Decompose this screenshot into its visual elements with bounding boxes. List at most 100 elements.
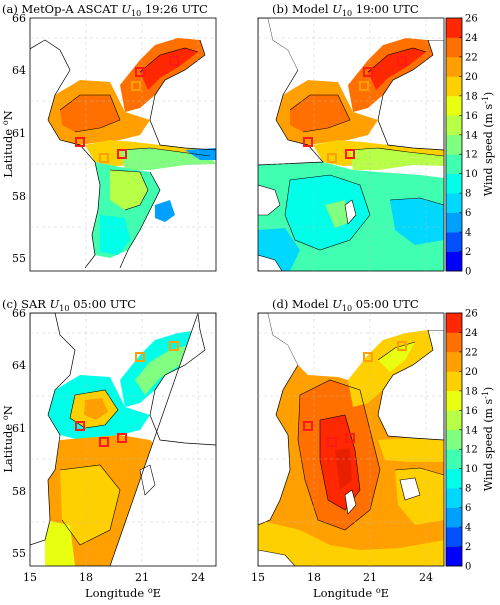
colorbar-segment (446, 173, 462, 194)
lat-tick: 66 (12, 12, 26, 25)
colorbar-tick-label: 10 (465, 464, 478, 475)
station-marker (327, 437, 337, 447)
lon-tick: 18 (307, 571, 321, 584)
panel-a-title: (a) MetOp-A ASCAT U10 19:26 UTC (2, 2, 208, 18)
panel-b-title: (b) Model U10 19:00 UTC (272, 2, 419, 18)
station-marker (359, 81, 369, 91)
colorbar-tick-label: 24 (465, 33, 478, 44)
y-axis-label: Latitude oN (1, 110, 15, 178)
colorbar-tick-label: 12 (465, 150, 478, 161)
colorbar-tick-label: 26 (465, 309, 478, 320)
colorbar-label: Wind speed (m s-1) (481, 387, 495, 491)
x-axis-label: Longitude oE (313, 586, 389, 600)
colorbar-tick-label: 24 (465, 328, 478, 339)
panel-c-title: (c) SAR U10 05:00 UTC (2, 297, 136, 313)
station-marker (169, 56, 179, 66)
station-marker (397, 56, 407, 66)
panel-d-frame (257, 312, 445, 567)
lon-tick: 21 (363, 571, 377, 584)
colorbar-segment (446, 134, 462, 155)
colorbar-tick-label: 6 (465, 208, 471, 219)
y-axis-label: Latitude oN (1, 405, 15, 473)
station-marker (99, 153, 109, 163)
panel-b-frame (257, 17, 445, 272)
lat-tick: 55 (12, 547, 26, 560)
colorbar-tick-label: 14 (465, 130, 478, 141)
colorbar-tick-label: 6 (465, 503, 471, 514)
colorbar-segment (446, 488, 462, 508)
colorbar-tick-label: 20 (465, 367, 478, 378)
station-marker (397, 341, 407, 351)
colorbar-segment (446, 76, 462, 97)
colorbar-tick-label: 20 (465, 72, 478, 83)
colorbar-segment (446, 410, 462, 431)
colorbar-segment (446, 527, 462, 547)
colorbar-segment (446, 390, 462, 411)
panel-a: (a) MetOp-A ASCAT U10 19:26 UTC (1, 2, 217, 272)
lon-tick: 15 (251, 571, 265, 584)
colorbar-segment (446, 37, 462, 58)
lat-tick: 64 (12, 359, 26, 372)
colorbar-segment (446, 429, 462, 450)
colorbar-segment (446, 371, 462, 392)
colorbar-tick-label: 16 (465, 111, 478, 122)
station-marker (75, 421, 85, 431)
station-marker (117, 433, 127, 443)
colorbar-tick-label: 2 (465, 247, 471, 258)
station-marker (131, 81, 141, 91)
station-marker (345, 433, 355, 443)
colorbar-segment (446, 18, 462, 38)
colorbar-tick-label: 2 (465, 542, 471, 553)
station-marker (99, 437, 109, 447)
panel-c-frame (29, 312, 217, 567)
lon-tick: 15 (23, 571, 37, 584)
colorbar-tick-label: 8 (465, 484, 471, 495)
lon-tick: 21 (135, 571, 149, 584)
colorbar-segment (446, 56, 462, 77)
colorbar-segment (446, 468, 462, 489)
lat-tick: 61 (12, 422, 26, 435)
station-marker (345, 149, 355, 159)
colorbar-segment (446, 251, 462, 272)
colorbar-tick-label: 18 (465, 386, 478, 397)
colorbar-tick-label: 4 (465, 523, 471, 534)
panel-c: (c) SAR U10 05:00 UTC (1, 297, 217, 600)
colorbar-segment (446, 546, 462, 567)
colorbar-segment (446, 507, 462, 528)
station-marker (135, 352, 145, 362)
colorbar-tick-label: 12 (465, 445, 478, 456)
colorbar-segment (446, 313, 462, 333)
colorbar-tick-label: 18 (465, 91, 478, 102)
panel-d-title: (d) Model U10 05:00 UTC (272, 297, 419, 313)
station-marker (303, 421, 313, 431)
colorbar-tick-label: 26 (465, 14, 478, 25)
lat-tick: 64 (12, 64, 26, 77)
lat-tick: 58 (12, 190, 26, 203)
panel-b: (b) Model U10 19:00 UTC (257, 2, 445, 272)
colorbar-segment (446, 212, 462, 233)
colorbar-tick-label: 22 (465, 347, 478, 358)
lat-tick: 61 (12, 127, 26, 140)
station-marker (303, 137, 313, 147)
station-marker (363, 352, 373, 362)
lat-tick: 66 (12, 307, 26, 320)
colorbar-label: Wind speed (m s-1) (481, 92, 495, 196)
lon-tick: 24 (191, 571, 205, 584)
colorbar-tick-label: 0 (465, 267, 471, 278)
lat-tick: 55 (12, 252, 26, 265)
colorbar-segment (446, 193, 462, 213)
station-marker (135, 67, 145, 77)
lat-tick: 58 (12, 485, 26, 498)
colorbar-segment (446, 351, 462, 372)
station-marker (327, 153, 337, 163)
x-axis-label: Longitude oE (85, 586, 161, 600)
station-marker (117, 149, 127, 159)
colorbar-tick-label: 22 (465, 52, 478, 63)
colorbar-tick-label: 4 (465, 228, 471, 239)
colorbar-segment (446, 154, 462, 174)
colorbar-tick-label: 14 (465, 425, 478, 436)
station-marker (169, 341, 179, 351)
